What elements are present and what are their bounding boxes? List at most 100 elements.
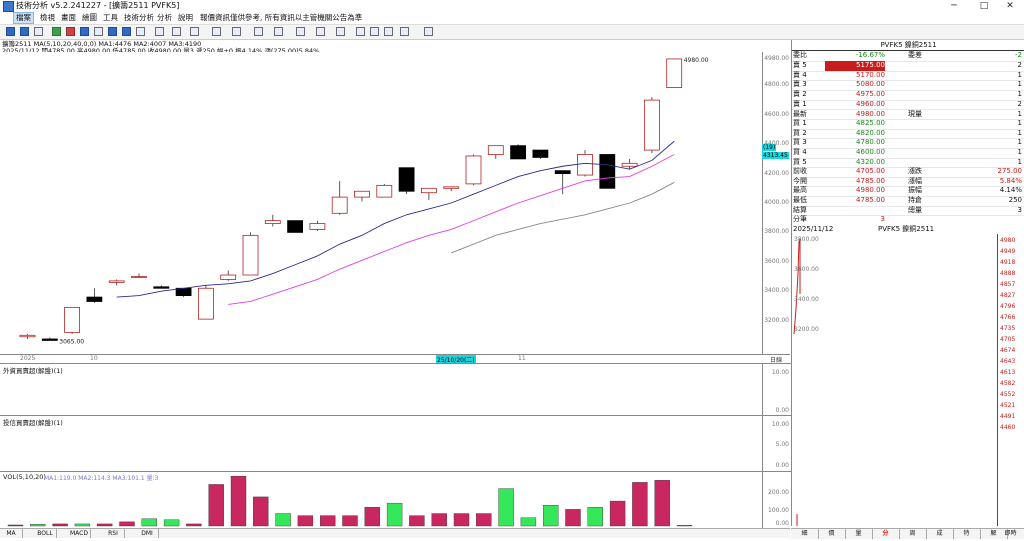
menu-analysis[interactable]: 分析 [157,13,172,22]
ask-row-3-price: 5080.00 [856,80,885,89]
candle [242,234,259,276]
view-icon-1[interactable] [108,27,117,36]
stat-value-1: 3 [880,215,885,224]
pattern-tool-icon[interactable] [274,27,283,36]
mini-axis-label: 4643 [1000,358,1016,365]
mini-tab[interactable]: 量 [845,529,873,539]
volume-bar [186,523,202,527]
menu-tools[interactable]: 工具 [103,13,118,22]
alert-icon[interactable] [66,27,75,36]
mini-tab[interactable]: 特 [953,529,981,539]
date-label-year: 2025 [20,355,36,362]
mini-left-axis-label: 3600.00 [794,266,819,273]
bid-row-1-price: 4825.00 [856,119,885,128]
window-icon[interactable] [80,27,89,36]
mini-price-line [793,238,801,335]
lock-icon[interactable] [400,27,409,36]
stat-label-2: 漲跌 [908,167,922,176]
mini-tab[interactable]: 解 [980,529,1008,539]
rect-tool-icon[interactable] [296,27,305,36]
mini-axis-label: 4613 [1000,369,1016,376]
menu-screen[interactable]: 畫面 [61,13,76,22]
price-axis-label: 4000.00 [764,199,789,206]
bid-row-5-label: 買 5 [793,157,807,166]
trust-axis: 10.00 5.00 0.00 [762,415,791,472]
price-chart[interactable]: 4980.00 3065.00 [0,52,762,354]
bid-row-2-label: 買 2 [793,128,807,137]
mini-intraday-chart[interactable]: 3800.00 3600.00 3400.00 3200.00 [791,234,998,526]
menu-draw[interactable]: 繪圖 [82,13,97,22]
current-vol-label: 現量 [908,109,922,118]
save-icon[interactable] [424,27,433,36]
period-label[interactable]: 日線 [770,357,783,364]
stat-value-2: 4.14% [999,186,1022,195]
mini-tab-realtime[interactable]: 即時 [1004,530,1017,537]
bid-row-4-price: 4600.00 [856,148,885,156]
price-chart-svg: 4980.00 3065.00 [19,57,709,345]
view-icon-2[interactable] [122,27,131,36]
tab-dmi[interactable]: DMI [136,529,159,538]
view-icon-3[interactable] [136,27,145,36]
quote-panel: PVFK5 鎳銅2511 委比 -16.67% 委差 -2 最新 4980.00… [791,40,1024,230]
ellipse-tool-icon[interactable] [316,27,325,36]
layout-icon[interactable] [6,27,15,36]
ratio-row: 委比 -16.67% 委差 -2 [792,51,1024,62]
mini-tab[interactable]: 周 [899,529,927,539]
tab-rsi[interactable]: RSI [102,529,125,538]
delete-icon[interactable] [384,27,393,36]
ask-row-4-vol: 1 [1017,70,1022,79]
menu-tech-analysis[interactable]: 技術分析 [124,13,154,22]
volume-panel: VOL(5,10,20) MA1:119.0 MA2:114.3 MA3:101… [0,471,762,529]
ma-info-line: 擴籌2511 MA(5,10,20,40,0,0) MA1:4476 MA2:4… [2,40,202,48]
bid-row-5-price: 4320.00 [856,157,885,166]
multi-chart-icon[interactable] [52,27,61,36]
fib-tool-icon[interactable] [254,27,263,36]
volume-bar [476,513,492,527]
mini-axis-label: 4918 [1000,259,1016,266]
bid-row-3-label: 買 3 [793,138,807,147]
ask-row-4-price: 5170.00 [856,70,885,79]
ratio-label: 委比 [793,51,807,59]
hline-tool-icon[interactable] [190,27,199,36]
close-button[interactable]: ✕ [1006,1,1014,11]
price-axis-label: 4600.00 [764,110,789,118]
maximize-button[interactable]: □ [979,1,989,11]
candle [287,220,304,233]
tab-ma[interactable]: MA [0,529,23,538]
mini-axis-label: 4460 [1000,424,1016,431]
candle [86,296,103,302]
mini-tab[interactable]: 細 [791,529,819,539]
mini-axis-label: 4766 [1000,314,1016,321]
zoom-icon[interactable] [370,27,379,36]
mini-tab[interactable]: 分 [872,529,900,539]
list-icon[interactable] [34,27,43,36]
stat-value-2: 3 [1017,205,1022,214]
compare-icon[interactable] [94,27,103,36]
arrow-tool-icon[interactable] [336,27,345,36]
stat-value-1: 4705.00 [856,167,885,176]
cursor-icon[interactable] [155,27,164,36]
line-tool-icon[interactable] [172,27,181,36]
volume-bar [431,513,447,527]
toolbar [0,25,1024,40]
text-tool-icon[interactable] [356,27,365,36]
menu-help[interactable]: 說明 [178,13,193,22]
mini-tab[interactable]: 成 [926,529,954,539]
volume-bar [320,515,336,527]
volume-bar [342,515,358,527]
volume-bar [609,500,626,527]
menu-view[interactable]: 檢視 [40,13,55,22]
add-icon[interactable] [20,27,29,36]
tab-boll[interactable]: BOLL [34,529,57,538]
channel-tool-icon[interactable] [232,27,241,36]
last-row: 最新 4980.00 現量 1 [792,110,1024,121]
date-axis: 2025 10 25/10/20(二) 11 日線 [0,354,790,364]
minimize-button[interactable]: ─ [951,1,957,11]
indicator-tabs: MA BOLL MACD RSI DMI [0,528,790,538]
vline-tool-icon[interactable] [212,27,221,36]
mini-tab[interactable]: 價 [818,529,846,539]
stat-row: 前收 4705.00 漲跌 275.00 [792,167,1024,178]
volume-bar [74,523,91,527]
menu-file[interactable]: 檔案 [13,12,34,24]
tab-macd[interactable]: MACD [68,529,91,538]
